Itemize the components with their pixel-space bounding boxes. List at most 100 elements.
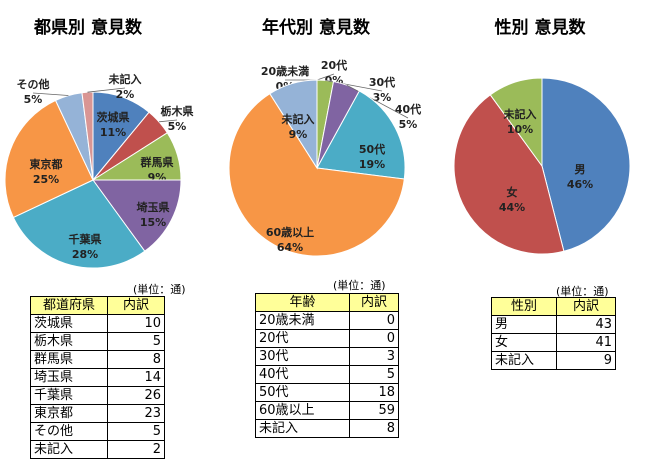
pie-slice xyxy=(541,77,631,252)
header-cell: 内訳 xyxy=(556,297,616,316)
slice-value-label: 3% xyxy=(373,91,392,104)
unit-note: (単位：通) xyxy=(333,279,386,292)
table-row: 30代 3 xyxy=(255,347,399,366)
table-cell: 茨城県 xyxy=(30,314,108,333)
pie-slice xyxy=(4,99,94,219)
table-cell: 栃木県 xyxy=(30,332,108,351)
table-cell: 5 xyxy=(107,332,165,351)
table-cell: 9 xyxy=(556,351,616,370)
table-cell: 59 xyxy=(349,401,399,420)
slice-label: 栃木県 xyxy=(161,104,194,118)
pie-slice xyxy=(228,93,405,257)
table-cell: 未記入 xyxy=(491,351,557,370)
table-row: 千葉県 26 xyxy=(30,386,165,405)
header-cell: 内訳 xyxy=(107,296,165,315)
table-cell: 埼玉県 xyxy=(30,368,108,387)
slice-value-label: 5% xyxy=(399,118,418,131)
pie-slice xyxy=(489,77,543,168)
pie-slice xyxy=(12,179,146,269)
unit-note: (単位：通) xyxy=(556,285,609,298)
table-cell: 60歳以上 xyxy=(255,401,350,420)
slice-label: 千葉県 xyxy=(69,232,102,246)
slice-label: 未記入 xyxy=(108,72,142,86)
table-cell: 男 xyxy=(491,315,557,334)
leader-line xyxy=(158,119,178,123)
slice-label: 茨城県 xyxy=(97,110,130,124)
table-row: 栃木県 5 xyxy=(30,332,165,351)
pie-slice xyxy=(453,94,565,255)
table-row: 40代 5 xyxy=(255,365,399,384)
table-cell: 千葉県 xyxy=(30,386,108,405)
slice-value-label: 5% xyxy=(24,93,43,106)
table-cell: 10 xyxy=(107,314,165,333)
unit-note: (単位：通) xyxy=(133,283,186,296)
table-cell: 20代 xyxy=(255,329,350,348)
slice-label: 50代 xyxy=(359,142,385,156)
slice-value-label: 25% xyxy=(33,173,59,186)
table-cell: 2 xyxy=(107,440,165,459)
slice-label: 未記入 xyxy=(503,107,537,121)
table-row: 未記入 2 xyxy=(30,440,165,459)
table-cell: 43 xyxy=(556,315,616,334)
slice-value-label: 10% xyxy=(507,123,533,136)
slice-label: 男 xyxy=(575,163,586,176)
table-cell: 8 xyxy=(107,350,165,369)
table-row: 茨城県 10 xyxy=(30,314,165,333)
slice-label: 40代 xyxy=(395,102,421,116)
table-row: 50代 18 xyxy=(255,383,399,402)
table-row: 20歳未満 0 xyxy=(255,311,399,330)
table-cell: 18 xyxy=(349,383,399,402)
table-cell: 50代 xyxy=(255,383,350,402)
data-table: 性別 内訳男 43 女 41 未記入 9 xyxy=(491,297,616,370)
header-cell: 年齢 xyxy=(255,293,350,312)
chart-title: 年代別 意見数 xyxy=(262,17,371,38)
slice-label: 60歳以上 xyxy=(266,225,314,239)
table-row: 未記入 8 xyxy=(255,419,399,438)
table-cell: その他 xyxy=(30,422,108,441)
slice-label: 20代 xyxy=(321,58,347,72)
table-row: 女 41 xyxy=(491,333,616,352)
slice-label: 群馬県 xyxy=(140,155,174,169)
table-cell: 0 xyxy=(349,329,399,348)
slice-value-label: 2% xyxy=(116,88,135,101)
header-cell: 内訳 xyxy=(349,293,399,312)
slice-label: 埼玉県 xyxy=(137,200,170,214)
table-row: 群馬県 8 xyxy=(30,350,165,369)
table-cell: 5 xyxy=(107,422,165,441)
slice-value-label: 19% xyxy=(359,158,385,171)
table-cell: 20歳未満 xyxy=(255,311,350,330)
table-cell: 23 xyxy=(107,404,165,423)
table-row: 60歳以上 59 xyxy=(255,401,399,420)
table-cell: 26 xyxy=(107,386,165,405)
slice-value-label: 46% xyxy=(567,178,593,191)
table-cell: 30代 xyxy=(255,347,350,366)
leader-line xyxy=(346,84,409,119)
table-cell: 未記入 xyxy=(255,419,350,438)
data-table: 年齢 内訳 20歳未満 0 20代 0 30代 3 40代 5 50代 18 60歳以上 59 未記入 8 xyxy=(255,293,399,438)
leader-line xyxy=(32,92,69,96)
table-cell: 女 xyxy=(491,333,557,352)
header-row: 都道府県 内訳 xyxy=(30,296,165,315)
slice-value-label: 44% xyxy=(499,201,525,214)
slice-value-label: 11% xyxy=(100,126,126,139)
table-row: 男 43 xyxy=(491,315,616,334)
slice-value-label: 15% xyxy=(140,216,166,229)
slice-label: 東京都 xyxy=(30,157,63,171)
table-row: 未記入 9 xyxy=(491,351,616,370)
table-cell: 5 xyxy=(349,365,399,384)
table-row: その他 5 xyxy=(30,422,165,441)
slice-value-label: 5% xyxy=(168,120,187,133)
table-cell: 41 xyxy=(556,333,616,352)
table-row: 東京都 23 xyxy=(30,404,165,423)
header-row: 性別 内訳 xyxy=(491,297,616,316)
slice-label: 女 xyxy=(507,185,518,199)
header-row: 年齢 内訳 xyxy=(255,293,399,312)
slice-label: 未記入 xyxy=(281,112,315,126)
table-cell: 0 xyxy=(349,311,399,330)
table-row: 20代 0 xyxy=(255,329,399,348)
pie-slice xyxy=(316,90,406,180)
table-cell: 14 xyxy=(107,368,165,387)
data-table: 都道府県 内訳 茨城県 10 栃木県 5 群馬県 8 埼玉県 14 千葉県 26 東京都 23 その他 5 未記… xyxy=(30,296,165,459)
table-cell: 東京都 xyxy=(30,404,108,423)
